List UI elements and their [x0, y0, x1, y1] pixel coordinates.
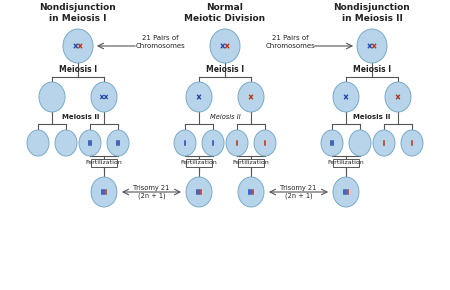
Ellipse shape: [210, 29, 240, 63]
Text: Meiosis II: Meiosis II: [353, 114, 391, 120]
Text: Meiosis II: Meiosis II: [210, 114, 240, 120]
Text: Meiosis I: Meiosis I: [206, 66, 244, 75]
Text: Trisomy 21
(2n + 1): Trisomy 21 (2n + 1): [133, 185, 170, 199]
Bar: [186, 159, 212, 167]
Ellipse shape: [186, 177, 212, 207]
Ellipse shape: [27, 130, 49, 156]
Ellipse shape: [238, 177, 264, 207]
Ellipse shape: [226, 130, 248, 156]
Bar: [333, 159, 359, 167]
Text: Meiosis II: Meiosis II: [62, 114, 100, 120]
Ellipse shape: [63, 29, 93, 63]
Ellipse shape: [254, 130, 276, 156]
Text: Meiosis I: Meiosis I: [353, 66, 391, 75]
Bar: [238, 159, 264, 167]
Text: Normal
Meiotic Division: Normal Meiotic Division: [184, 3, 266, 23]
Text: Meiosis I: Meiosis I: [59, 66, 97, 75]
Ellipse shape: [91, 82, 117, 112]
Ellipse shape: [357, 29, 387, 63]
Ellipse shape: [79, 130, 101, 156]
Text: Fertilization: Fertilization: [328, 160, 364, 166]
Text: Trisomy 21
(2n + 1): Trisomy 21 (2n + 1): [280, 185, 317, 199]
Bar: [91, 159, 117, 167]
Ellipse shape: [321, 130, 343, 156]
Ellipse shape: [238, 82, 264, 112]
Text: 21 Pairs of
Chromosomes: 21 Pairs of Chromosomes: [265, 35, 315, 48]
Ellipse shape: [39, 82, 65, 112]
Ellipse shape: [333, 82, 359, 112]
Text: Fertilization: Fertilization: [233, 160, 270, 166]
Ellipse shape: [186, 82, 212, 112]
Text: Nondisjunction
in Meiosis II: Nondisjunction in Meiosis II: [333, 3, 410, 23]
Ellipse shape: [174, 130, 196, 156]
Ellipse shape: [107, 130, 129, 156]
Ellipse shape: [91, 177, 117, 207]
Ellipse shape: [385, 82, 411, 112]
Ellipse shape: [55, 130, 77, 156]
Text: 21 Pairs of
Chromosomes: 21 Pairs of Chromosomes: [135, 35, 185, 48]
Text: Nondisjunction
in Meiosis I: Nondisjunction in Meiosis I: [40, 3, 117, 23]
Ellipse shape: [333, 177, 359, 207]
Ellipse shape: [373, 130, 395, 156]
Ellipse shape: [202, 130, 224, 156]
Ellipse shape: [401, 130, 423, 156]
Text: Fertilization: Fertilization: [86, 160, 122, 166]
Ellipse shape: [349, 130, 371, 156]
Text: Fertilization: Fertilization: [180, 160, 217, 166]
